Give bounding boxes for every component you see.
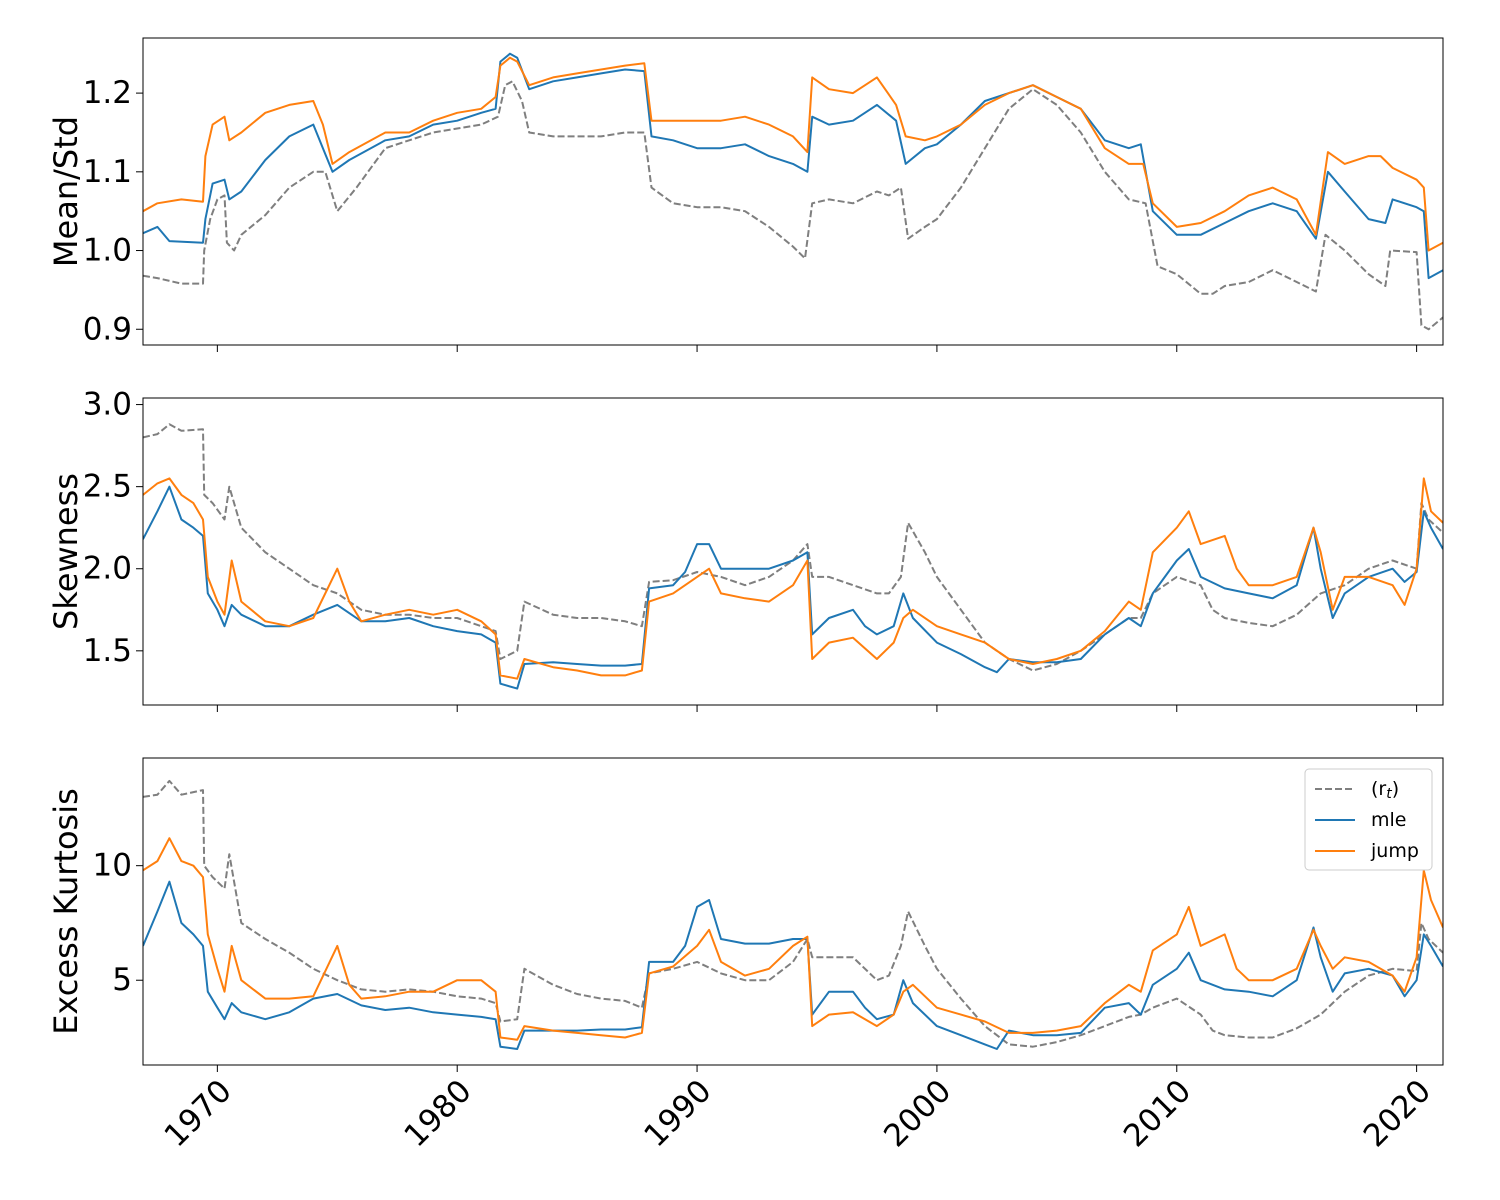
skewness-line-mle [143, 485, 1443, 690]
mean-std-y-axis: 0.9 1.0 1.1 1.2 [83, 75, 143, 347]
skewness-ytick-label: 3.0 [83, 387, 132, 423]
mean-std-ytick-label: 1.2 [83, 75, 132, 111]
mean-std-line-jump [143, 56, 1443, 252]
skewness-y-axis: 1.5 2.0 2.5 3.0 [83, 387, 143, 669]
kurtosis-y-axis: 5 10 [93, 848, 143, 998]
legend-label-rt-main: (r [1371, 778, 1386, 800]
kurtosis-ylabel: Excess Kurtosis [47, 788, 85, 1035]
mean-std-plot-frame [142, 37, 1444, 346]
mean-std-panel: 0.9 1.0 1.1 1.2 Mean/Std [47, 37, 1444, 352]
kurtosis-plot-frame [142, 757, 1444, 1066]
legend-label-mle: mle [1371, 809, 1406, 831]
mean-std-ylabel: Mean/Std [47, 116, 85, 267]
skewness-ylabel: Skewness [47, 473, 85, 630]
mean-std-ytick-label: 1.1 [83, 154, 132, 190]
legend-box [1304, 768, 1433, 871]
skewness-ytick-label: 1.5 [83, 633, 132, 669]
kurtosis-series [143, 779, 1443, 1050]
skewness-line-jump [143, 477, 1443, 680]
legend-label-rt-subscript: t [1386, 786, 1392, 802]
legend-label-jump: jump [1370, 840, 1419, 862]
mean-std-x-axis [216, 345, 1418, 352]
skewness-ytick-label: 2.5 [83, 469, 132, 505]
skewness-panel: 1.5 2.0 2.5 3.0 Skewness [47, 387, 1444, 712]
kurtosis-ytick-label: 5 [112, 962, 132, 998]
mean-std-line-mle [143, 52, 1443, 280]
legend-label-rt-suffix: ) [1392, 778, 1399, 800]
skewness-x-axis [216, 705, 1418, 712]
mean-std-line-rt [143, 80, 1443, 331]
kurtosis-line-jump [143, 837, 1443, 1041]
mean-std-ytick-label: 0.9 [83, 311, 132, 347]
legend-label-rt: (rt) [1371, 778, 1399, 802]
skewness-ytick-label: 2.0 [83, 551, 132, 587]
kurtosis-ytick-label: 10 [93, 848, 132, 884]
mean-std-series [143, 52, 1443, 331]
mean-std-ytick-label: 1.0 [83, 233, 132, 269]
skewness-plot-frame [142, 397, 1444, 706]
kurtosis-line-mle [143, 880, 1443, 1050]
skewness-series [143, 423, 1443, 690]
legend: (rt) mle jump [1304, 768, 1433, 871]
